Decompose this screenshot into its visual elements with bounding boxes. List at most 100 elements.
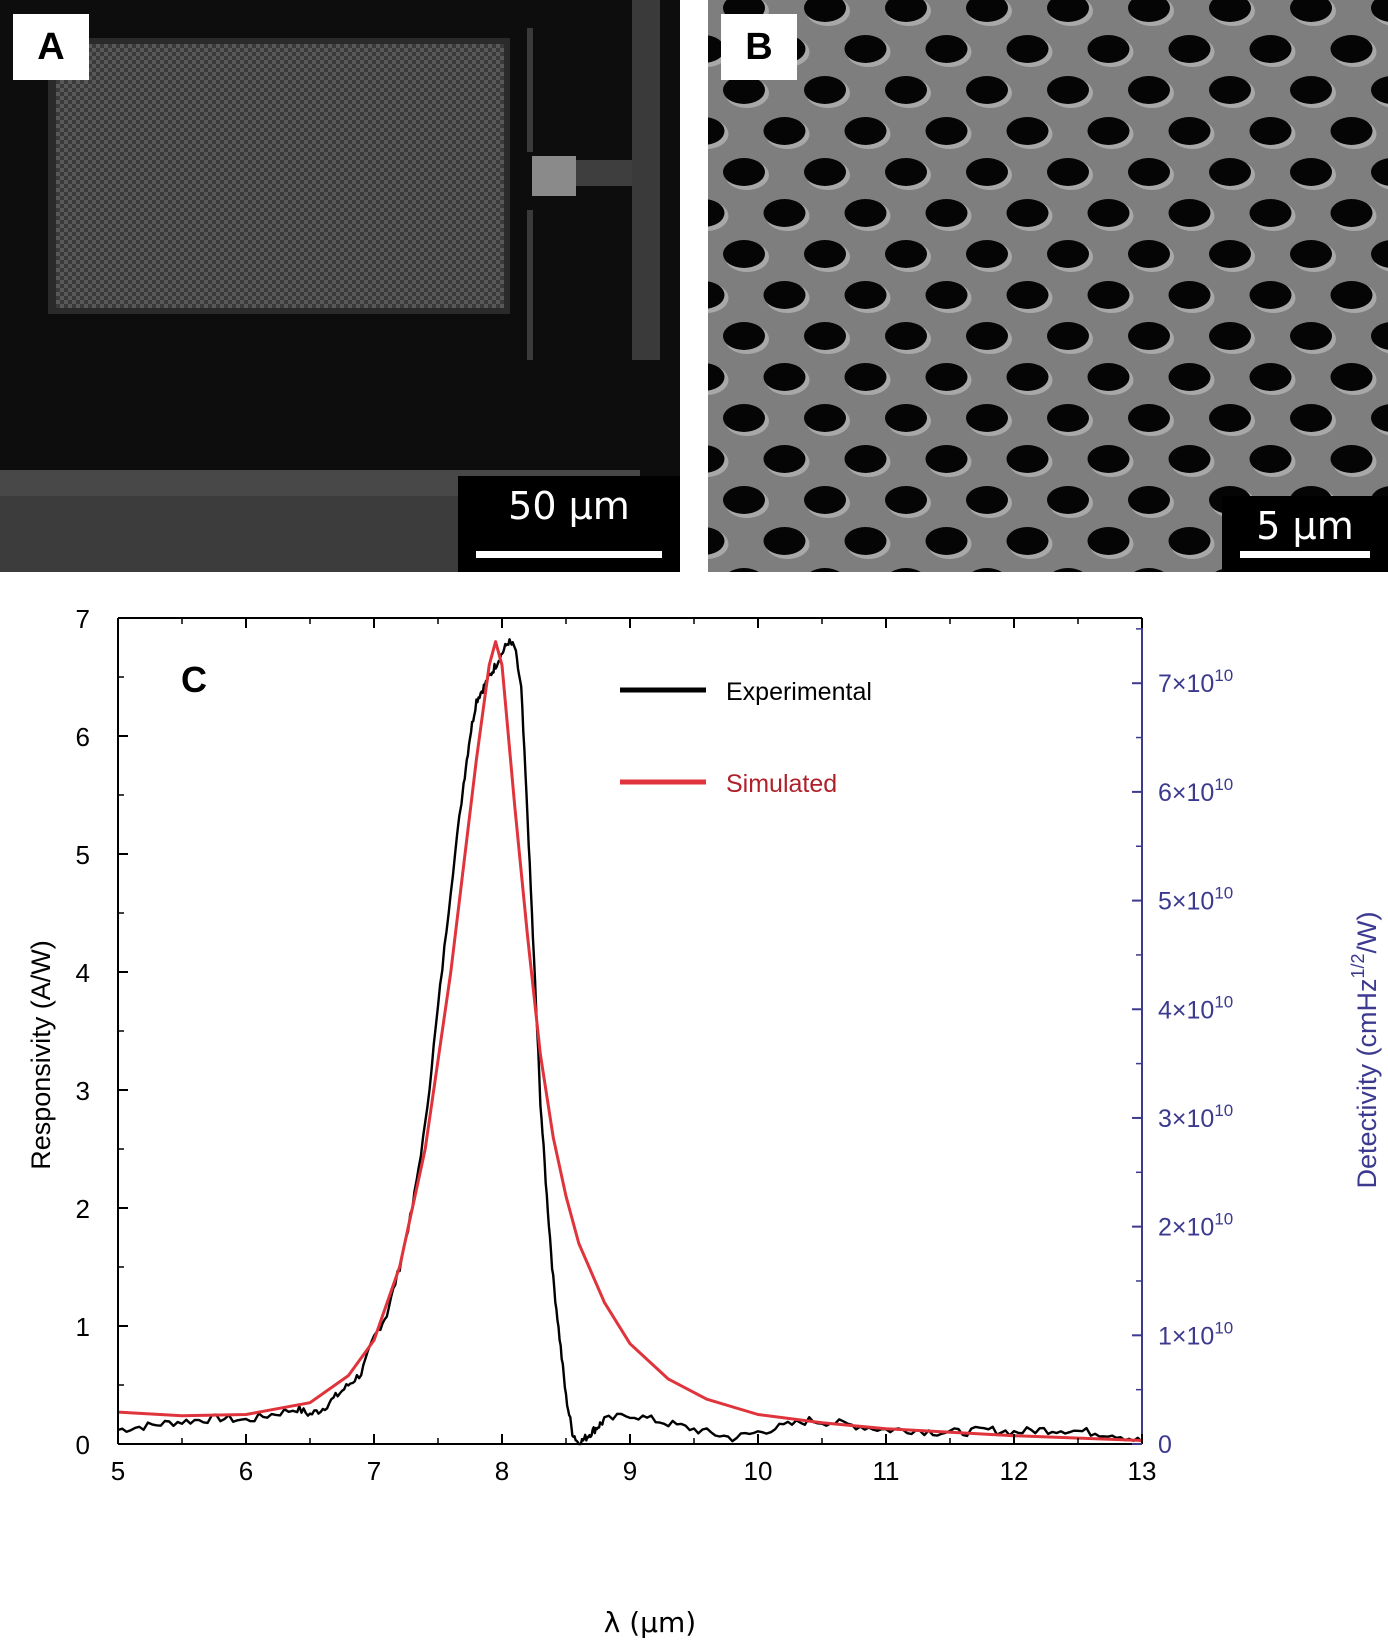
- hole: [1249, 35, 1292, 63]
- hole: [723, 158, 765, 186]
- hole: [1006, 527, 1049, 555]
- hole: [1249, 199, 1292, 227]
- y-tick-label: 2: [76, 1194, 90, 1224]
- hole: [1087, 199, 1130, 227]
- x-tick-label: 5: [111, 1456, 125, 1486]
- hole: [723, 404, 765, 432]
- hole: [1290, 322, 1332, 350]
- hole: [1249, 117, 1292, 145]
- hole: [1209, 76, 1251, 104]
- hole: [1371, 404, 1388, 432]
- hole: [966, 486, 1008, 514]
- hole: [844, 281, 887, 309]
- experimental-line: [117, 638, 1143, 1446]
- x-tick-label: 8: [495, 1456, 509, 1486]
- hole: [708, 527, 725, 555]
- hole: [723, 486, 765, 514]
- sem-image-b-graphic: [708, 0, 1388, 572]
- hole: [1128, 158, 1170, 186]
- y-axis-label: Responsivity (A/W): [26, 940, 56, 1170]
- hole: [1168, 199, 1211, 227]
- hole: [1168, 445, 1211, 473]
- y2-tick-label: 5×1010: [1158, 884, 1233, 916]
- panel-a-label: A: [13, 14, 89, 80]
- hole: [1006, 363, 1049, 391]
- hole: [1330, 199, 1373, 227]
- hole: [1087, 281, 1130, 309]
- hole: [763, 199, 806, 227]
- hole: [1330, 117, 1373, 145]
- hole: [708, 445, 725, 473]
- x-tick-label: 11: [873, 1456, 900, 1486]
- scale-bar-a: 50 µm: [458, 476, 680, 572]
- hole: [804, 404, 846, 432]
- hole: [1087, 117, 1130, 145]
- hole: [1290, 404, 1332, 432]
- hole: [885, 486, 927, 514]
- x-axis-label: λ (µm): [604, 1606, 696, 1639]
- hole: [1168, 363, 1211, 391]
- y2-tick-label: 2×1010: [1158, 1210, 1233, 1242]
- hole: [723, 322, 765, 350]
- hole: [1128, 76, 1170, 104]
- y-tick-label: 4: [76, 958, 90, 988]
- hole: [1134, 568, 1164, 572]
- hole: [966, 404, 1008, 432]
- hole: [844, 445, 887, 473]
- hole: [708, 35, 725, 63]
- hole: [1168, 527, 1211, 555]
- sem-image-a: A 50 µm: [0, 0, 680, 572]
- scale-bar-b-label: 5 µm: [1256, 504, 1354, 548]
- y2-axis-label-sup: 1/2: [1348, 953, 1368, 978]
- hole: [1249, 445, 1292, 473]
- hole: [885, 404, 927, 432]
- hole: [1371, 76, 1388, 104]
- hole: [1128, 240, 1170, 268]
- hole: [763, 527, 806, 555]
- hole: [885, 158, 927, 186]
- hole: [1290, 240, 1332, 268]
- hole: [1128, 486, 1170, 514]
- hole: [1047, 322, 1089, 350]
- y2-tick-label: 0: [1158, 1431, 1172, 1459]
- hole: [708, 281, 725, 309]
- legend-simulated-label: Simulated: [726, 770, 837, 798]
- hole: [1330, 445, 1373, 473]
- hole: [1128, 404, 1170, 432]
- hole: [966, 240, 1008, 268]
- hole: [891, 568, 921, 572]
- hole: [1209, 158, 1251, 186]
- hole: [925, 363, 968, 391]
- hole: [1047, 0, 1089, 22]
- y2-tick-label: 7×1010: [1158, 666, 1233, 698]
- hole: [810, 568, 840, 572]
- panel-c-label: C: [181, 659, 207, 700]
- hole: [1006, 445, 1049, 473]
- hole: [1128, 322, 1170, 350]
- hole: [966, 76, 1008, 104]
- hole: [763, 363, 806, 391]
- scale-bar-a-line: [476, 551, 662, 558]
- hole: [1209, 322, 1251, 350]
- hole: [804, 76, 846, 104]
- y2-axis-label-main: Detectivity (cmHz: [1352, 979, 1382, 1189]
- hole: [925, 117, 968, 145]
- hole: [966, 0, 1008, 22]
- hole: [925, 527, 968, 555]
- hole: [925, 445, 968, 473]
- hole: [723, 76, 765, 104]
- scale-bar-b: 5 µm: [1222, 496, 1388, 572]
- hole: [1168, 35, 1211, 63]
- x-tick-label: 6: [239, 1456, 253, 1486]
- hole: [729, 568, 759, 572]
- hole: [925, 35, 968, 63]
- hole: [804, 322, 846, 350]
- legend-experimental-label: Experimental: [726, 678, 872, 706]
- y2-axis-label-tail: /W): [1352, 911, 1382, 953]
- x-tick-label: 12: [1000, 1456, 1029, 1486]
- hole: [1168, 117, 1211, 145]
- hole: [925, 199, 968, 227]
- hole: [708, 117, 725, 145]
- hole: [1330, 363, 1373, 391]
- hole: [1209, 0, 1251, 22]
